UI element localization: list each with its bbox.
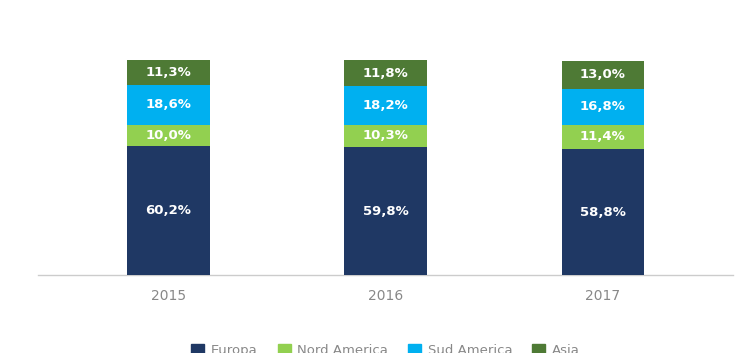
- Bar: [344, 60, 427, 86]
- Text: 10,0%: 10,0%: [145, 129, 191, 142]
- Bar: [562, 89, 644, 125]
- Text: 59,8%: 59,8%: [363, 205, 408, 218]
- Bar: [344, 147, 427, 275]
- Text: 60,2%: 60,2%: [145, 204, 191, 217]
- Text: 10,3%: 10,3%: [363, 129, 408, 142]
- Bar: [344, 125, 427, 147]
- Bar: [562, 149, 644, 275]
- Text: 58,8%: 58,8%: [580, 206, 626, 219]
- Bar: [127, 146, 209, 275]
- Bar: [127, 60, 209, 85]
- Text: 11,4%: 11,4%: [580, 130, 626, 143]
- Bar: [127, 85, 209, 125]
- Text: 18,2%: 18,2%: [363, 99, 408, 112]
- Text: 11,8%: 11,8%: [363, 67, 408, 79]
- Text: 16,8%: 16,8%: [580, 100, 626, 113]
- Legend: Europa, Nord America, Sud America, Asia: Europa, Nord America, Sud America, Asia: [186, 339, 585, 353]
- Bar: [562, 61, 644, 89]
- Bar: [127, 125, 209, 146]
- Bar: [344, 86, 427, 125]
- Text: 13,0%: 13,0%: [580, 68, 626, 81]
- Text: 18,6%: 18,6%: [145, 98, 191, 111]
- Text: 11,3%: 11,3%: [145, 66, 191, 79]
- Bar: [562, 125, 644, 149]
